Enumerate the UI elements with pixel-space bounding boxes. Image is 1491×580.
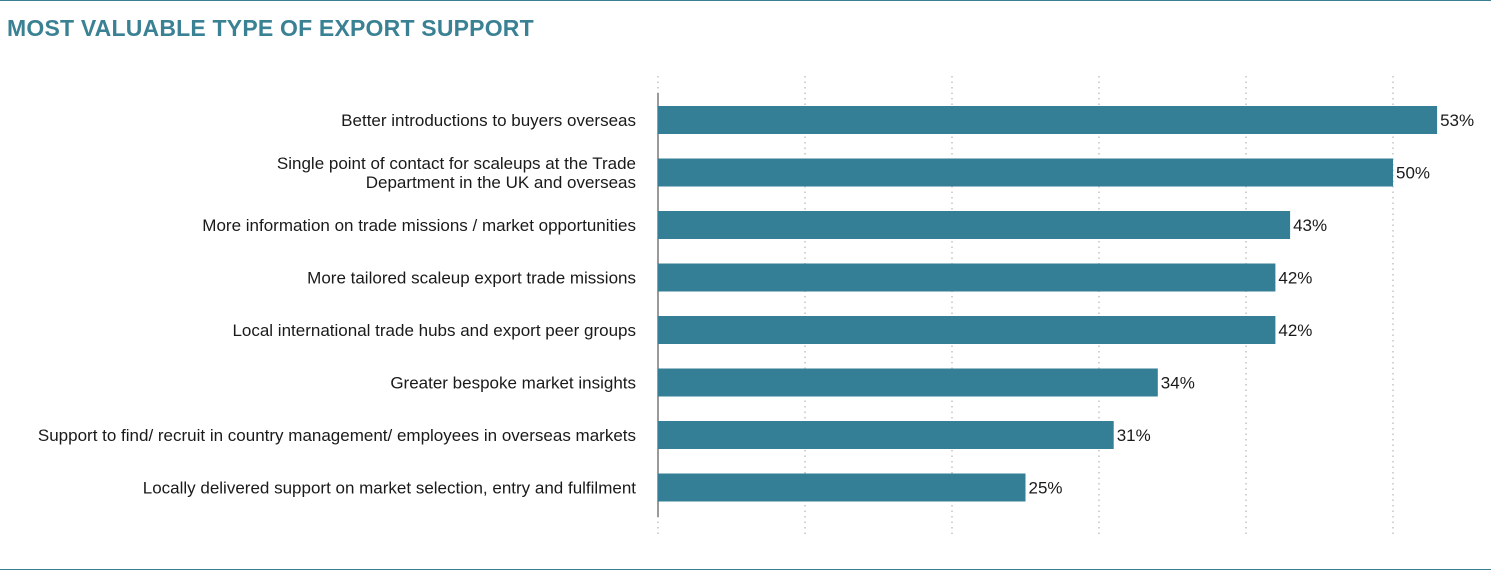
category-label: More information on trade missions / mar… [202, 216, 636, 235]
category-label: Single point of contact for scaleups at … [277, 154, 636, 173]
category-label: More tailored scaleup export trade missi… [307, 269, 636, 288]
data-label: 31% [1117, 426, 1151, 445]
data-label: 42% [1278, 269, 1312, 288]
bar [658, 473, 1026, 502]
bar [658, 106, 1438, 134]
bottom-rule [0, 569, 1491, 570]
bar [658, 158, 1393, 187]
category-label: Local international trade hubs and expor… [232, 321, 636, 340]
category-label: Locally delivered support on market sele… [143, 479, 637, 498]
data-label: 42% [1278, 321, 1312, 340]
top-rule [0, 0, 1491, 1]
data-label: 50% [1396, 164, 1430, 183]
category-label: Support to find/ recruit in country mana… [38, 426, 636, 445]
bar [658, 316, 1276, 344]
data-label: 25% [1029, 479, 1063, 498]
data-label: 34% [1161, 374, 1195, 393]
data-label: 43% [1293, 216, 1327, 235]
bar [658, 368, 1158, 397]
bar [658, 211, 1291, 239]
bar [658, 263, 1276, 292]
chart-title: MOST VALUABLE TYPE OF EXPORT SUPPORT [7, 15, 534, 41]
category-label: Department in the UK and overseas [366, 173, 636, 192]
category-label: Greater bespoke market insights [390, 374, 636, 393]
category-label: Better introductions to buyers overseas [341, 111, 636, 130]
data-label: 53% [1440, 111, 1474, 130]
bar [658, 421, 1114, 449]
